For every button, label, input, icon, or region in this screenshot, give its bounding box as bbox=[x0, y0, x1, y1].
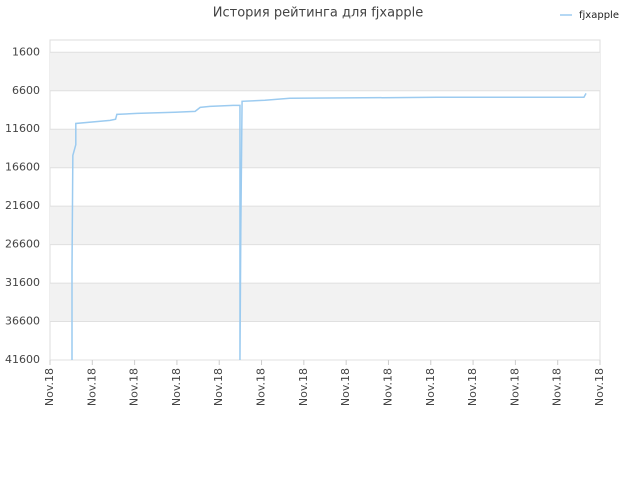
y-tick-label: 16600 bbox=[5, 161, 40, 174]
grid-band bbox=[50, 52, 600, 91]
x-tick-label: Nov.18 bbox=[170, 368, 183, 406]
grid-band bbox=[50, 129, 600, 168]
x-tick-label: Nov.18 bbox=[593, 368, 606, 406]
x-tick-label: Nov.18 bbox=[85, 368, 98, 406]
grid-band bbox=[50, 283, 600, 322]
legend-label: fjxapple bbox=[579, 10, 619, 21]
x-tick-label: Nov.18 bbox=[297, 368, 310, 406]
line bbox=[71, 93, 587, 361]
y-tick-label: 1600 bbox=[12, 45, 40, 58]
y-tick-label: 11600 bbox=[5, 122, 40, 135]
y-tick-label: 41600 bbox=[5, 353, 40, 366]
x-tick-label: Nov.18 bbox=[43, 368, 56, 406]
y-tick-label: 31600 bbox=[5, 276, 40, 289]
y-tick-label: 21600 bbox=[5, 199, 40, 212]
x-tick-label: Nov.18 bbox=[466, 368, 479, 406]
y-tick-label: 6600 bbox=[12, 84, 40, 97]
x-tick-label: Nov.18 bbox=[212, 368, 225, 406]
x-tick-label: Nov.18 bbox=[255, 368, 268, 406]
x-tick-label: Nov.18 bbox=[551, 368, 564, 406]
x-tick-label: Nov.18 bbox=[128, 368, 141, 406]
x-tick-label: Nov.18 bbox=[381, 368, 394, 406]
x-tick-label: Nov.18 bbox=[339, 368, 352, 406]
chart-title: История рейтинга для fjxapple bbox=[213, 6, 423, 21]
grid-band bbox=[50, 206, 600, 245]
x-tick-label: Nov.18 bbox=[424, 368, 437, 406]
y-tick-label: 36600 bbox=[5, 315, 40, 328]
y-tick-label: 26600 bbox=[5, 238, 40, 251]
x-tick-label: Nov.18 bbox=[508, 368, 521, 406]
